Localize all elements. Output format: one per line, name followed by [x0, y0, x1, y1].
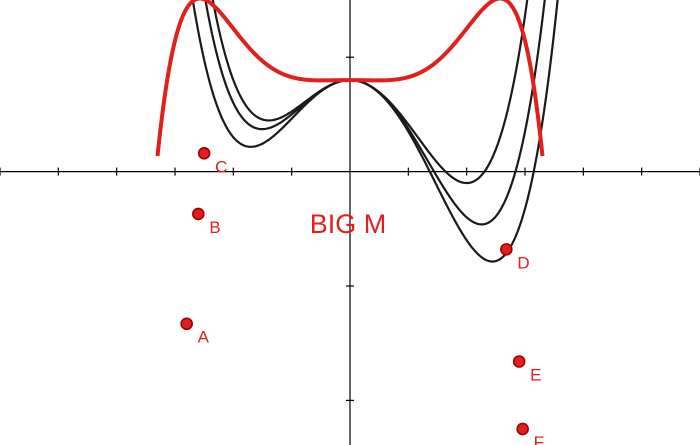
point-d: [500, 243, 513, 256]
point-label-e: E: [530, 365, 541, 384]
point-f: [516, 422, 529, 436]
point-a: [180, 317, 193, 331]
big-m-curve-group: [155, 0, 545, 157]
diagram-title: BIG M: [310, 209, 387, 239]
curve-low: [191, 0, 529, 185]
point-label-b: B: [209, 218, 220, 237]
point-e: [512, 355, 526, 368]
point-b: [192, 207, 205, 221]
point-c: [197, 146, 211, 160]
big-m-curve: [155, 0, 545, 157]
point-label-c: C: [215, 157, 227, 176]
point-label-d: D: [517, 253, 529, 272]
point-label-a: A: [198, 328, 210, 347]
point-label-f: F: [534, 433, 544, 445]
intersection-points: A B C D E F: [180, 146, 544, 445]
